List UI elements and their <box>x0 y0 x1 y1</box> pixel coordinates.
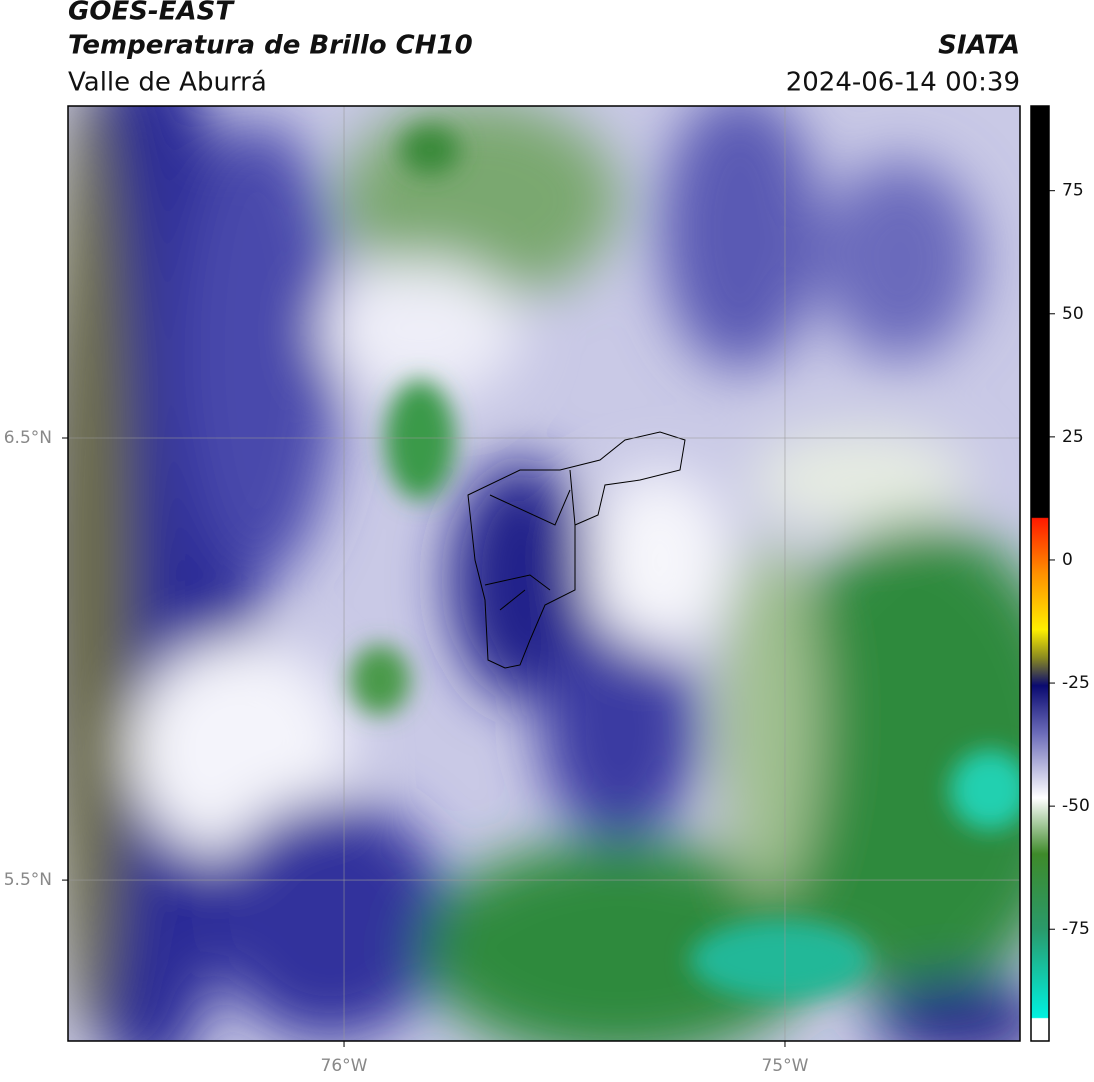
x-tick-label: 75°W <box>761 1056 808 1076</box>
map-frame <box>67 105 1021 1042</box>
colorbar-tick-label: 75 <box>1062 181 1084 201</box>
subtitle: Temperatura de Brillo CH10 <box>68 31 473 61</box>
timestamp: 2024-06-14 00:39 <box>786 68 1020 98</box>
source: SIATA <box>938 31 1020 61</box>
region: Valle de Aburrá <box>68 68 267 98</box>
colorbar-tick-label: -25 <box>1062 673 1090 693</box>
colorbar-tick-label: 0 <box>1062 550 1073 570</box>
colorbar-tick-label: 50 <box>1062 304 1084 324</box>
x-tick-label: 76°W <box>321 1056 368 1076</box>
y-tick-label: 6.5°N <box>4 428 52 448</box>
title: GOES-EAST <box>68 0 235 27</box>
colorbar-tick-label: -50 <box>1062 796 1090 816</box>
colorbar-tick-label: -75 <box>1062 919 1090 939</box>
satellite-image <box>68 106 1020 1041</box>
graticule <box>68 106 1020 1041</box>
y-tick-label: 5.5°N <box>4 870 52 890</box>
colorbar <box>1030 105 1050 1042</box>
colorbar-tick-label: 25 <box>1062 427 1084 447</box>
